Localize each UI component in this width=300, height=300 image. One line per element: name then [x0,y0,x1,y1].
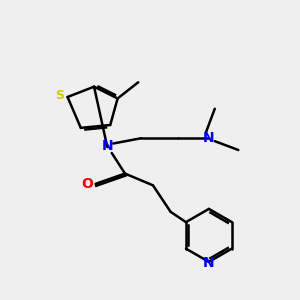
Text: N: N [203,130,215,145]
Text: N: N [101,140,113,154]
Text: N: N [203,256,215,270]
Text: S: S [55,89,64,102]
Text: O: O [81,177,93,191]
